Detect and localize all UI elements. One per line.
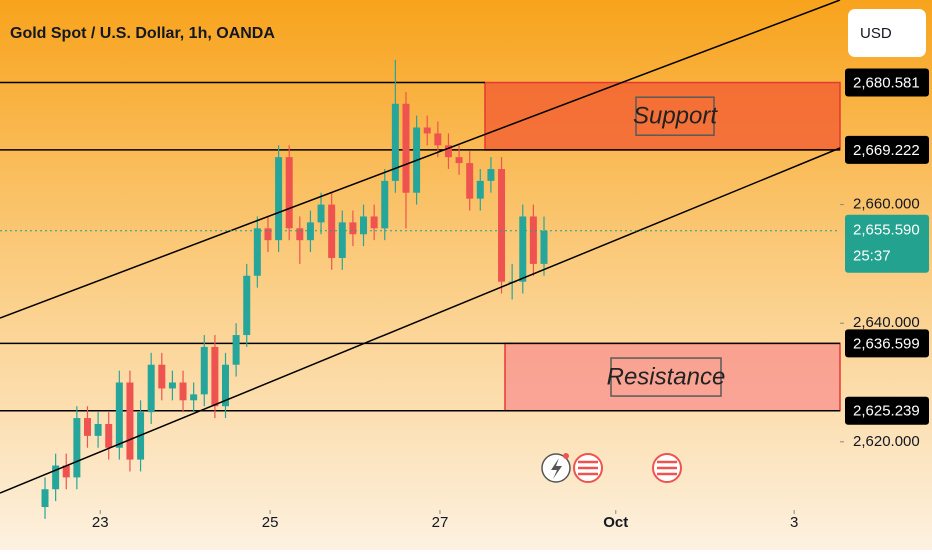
- candle-body: [317, 204, 325, 223]
- candle-body: [476, 180, 484, 199]
- channel-upper: [0, 0, 841, 319]
- candle-body: [519, 216, 527, 282]
- candle-body: [360, 216, 368, 235]
- candle-body: [73, 418, 81, 478]
- countdown: 25:37: [853, 248, 891, 265]
- candle-body: [296, 228, 304, 241]
- y-tick-label: 2,660.000: [853, 196, 920, 213]
- annotation: Resistance: [607, 363, 726, 390]
- event-bolt: [551, 458, 562, 479]
- y-tick-label: 2,620.000: [853, 433, 920, 450]
- x-tick-label: Oct: [603, 514, 628, 531]
- candle-body: [391, 103, 399, 181]
- candle-body: [264, 228, 272, 241]
- level-badge-label: 2,669.222: [853, 142, 920, 159]
- candle-body: [498, 169, 506, 282]
- candle-body: [115, 382, 123, 448]
- currency-label[interactable]: USD: [860, 25, 892, 42]
- candle-body: [52, 465, 60, 490]
- candle-body: [105, 424, 113, 448]
- candle-body: [370, 216, 378, 229]
- candle-body: [285, 157, 293, 229]
- candle-body: [487, 169, 495, 181]
- level-badge: [845, 396, 929, 425]
- x-tick-label: 25: [262, 514, 279, 531]
- y-tick-label: 2,640.000: [853, 314, 920, 331]
- candle-body: [455, 157, 463, 164]
- candle-body: [423, 127, 431, 134]
- level-badge-label: 2,636.599: [853, 335, 920, 352]
- event-icons: [541, 453, 682, 483]
- candle-body: [41, 489, 49, 508]
- candle-body: [147, 364, 155, 413]
- candle-body: [349, 222, 357, 235]
- annotation-box: [610, 357, 722, 397]
- plot: Support Resistance: [0, 59, 841, 519]
- channel-lower: [0, 147, 841, 494]
- last-price-badge: [845, 214, 929, 273]
- last-price-label: 2,655.590: [853, 222, 920, 239]
- event-dot: [563, 453, 569, 459]
- candle-body: [62, 465, 70, 478]
- level-badge: [845, 329, 929, 358]
- candle-body: [434, 133, 442, 146]
- x-tick-label: 23: [92, 514, 109, 531]
- candle-body: [190, 394, 198, 401]
- candle-body: [328, 204, 336, 258]
- chart-title: Gold Spot / U.S. Dollar, 1h, OANDA: [10, 25, 275, 42]
- candle-body: [444, 145, 452, 158]
- candle-body: [211, 346, 219, 407]
- event-flag: [578, 460, 677, 476]
- candle-body: [243, 275, 251, 336]
- candle-body: [402, 103, 410, 193]
- candle-body: [529, 216, 537, 264]
- annotation-box: [635, 96, 715, 136]
- annotation: Support: [633, 103, 718, 130]
- candle-body: [222, 364, 230, 407]
- candle-body: [83, 418, 91, 436]
- candle-body: [466, 163, 474, 199]
- candle-body: [253, 228, 261, 276]
- level-badge-label: 2,680.581: [853, 75, 920, 92]
- candle-body: [306, 222, 314, 241]
- candle-body: [126, 382, 134, 460]
- candle-body: [381, 180, 389, 229]
- level-badge: [845, 135, 929, 164]
- candle-body: [158, 364, 166, 389]
- candle-body: [540, 230, 548, 264]
- level-badge-label: 2,625.239: [853, 403, 920, 420]
- zone: [504, 342, 841, 412]
- level-badge: [845, 68, 929, 97]
- currency-button[interactable]: [848, 9, 926, 57]
- candle-body: [338, 222, 346, 258]
- candle-body: [200, 346, 208, 395]
- zone: [484, 81, 841, 151]
- candle-body: [275, 157, 283, 241]
- candle-body: [168, 382, 176, 389]
- x-tick-label: 27: [432, 514, 449, 531]
- candle-body: [232, 335, 240, 365]
- x-tick-label: 3: [790, 514, 798, 531]
- candle-body: [94, 424, 102, 436]
- candle-body: [179, 382, 187, 401]
